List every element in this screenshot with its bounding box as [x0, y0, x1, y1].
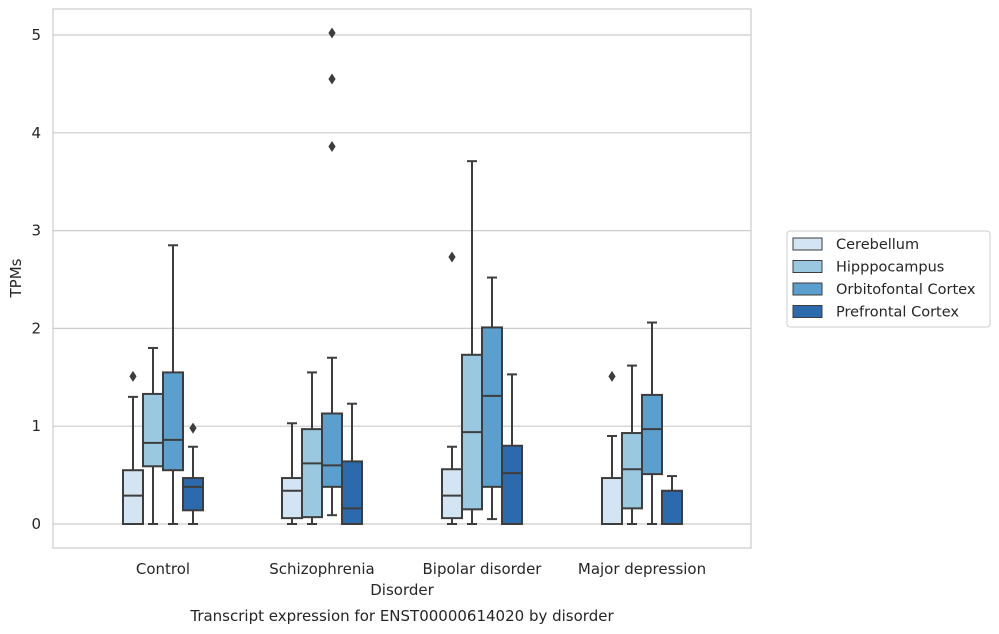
iqr-box — [601, 477, 623, 525]
iqr-box — [301, 428, 323, 519]
box-cerebellum — [281, 422, 303, 525]
y-tick-label: 2 — [31, 319, 41, 337]
legend-item: Cerebellum — [792, 237, 919, 253]
legend-label: Hipppocampus — [836, 260, 944, 276]
iqr-box — [621, 432, 643, 510]
legend-swatch — [792, 282, 823, 296]
outlier-point — [189, 422, 197, 434]
x-tick-label: Control — [136, 560, 190, 578]
box-orbitofontal-cortex — [641, 321, 663, 525]
outlier-point — [328, 73, 336, 85]
iqr-box — [122, 469, 144, 525]
outlier-point — [608, 370, 616, 382]
y-tick-label: 3 — [31, 222, 41, 240]
legend-label: Orbitofontal Cortex — [836, 282, 976, 298]
iqr-box — [321, 412, 343, 488]
outlier-point — [448, 251, 456, 263]
outlier-point — [328, 140, 336, 152]
box-prefrontal-cortex — [182, 422, 204, 525]
x-axis-label: Disorder — [370, 581, 434, 599]
box-orbitofontal-cortex — [321, 27, 343, 517]
y-tick-labels: 0 1 2 3 4 5 — [31, 26, 41, 533]
iqr-box — [441, 468, 463, 520]
box-cerebellum — [441, 251, 463, 525]
box-prefrontal-cortex — [661, 475, 683, 525]
iqr-box — [501, 444, 523, 526]
box-orbitofontal-cortex — [162, 244, 184, 525]
legend-item: Prefrontal Cortex — [792, 305, 959, 321]
y-tick-label: 1 — [31, 417, 41, 435]
x-tick-label: Major depression — [578, 560, 706, 578]
y-tick-label: 4 — [31, 124, 41, 142]
iqr-box — [281, 477, 303, 520]
box-hipppocampus — [142, 346, 164, 525]
legend-frame — [786, 230, 991, 328]
plot-frame — [52, 8, 752, 549]
box-prefrontal-cortex — [341, 402, 363, 525]
legend-swatch — [792, 237, 823, 251]
x-tick-label: Bipolar disorder — [423, 560, 543, 578]
legend-label: Cerebellum — [836, 237, 919, 253]
legend-label: Prefrontal Cortex — [836, 305, 959, 321]
legend: Cerebellum Hipppocampus Orbitofontal Corte… — [786, 230, 991, 328]
y-axis-label: TPMs — [7, 258, 25, 298]
box-groups — [122, 27, 683, 526]
legend-swatch — [792, 305, 823, 318]
iqr-box — [182, 477, 204, 512]
iqr-box — [142, 392, 164, 468]
outlier-point — [129, 370, 137, 382]
box-orbitofontal-cortex — [481, 276, 503, 521]
iqr-box — [481, 326, 503, 488]
y-tick-label: 5 — [31, 26, 41, 44]
iqr-box — [661, 489, 683, 525]
x-tick-labels: Control Schizophrenia Bipolar disorder Majo… — [136, 560, 706, 578]
y-tick-label: 0 — [31, 515, 41, 533]
iqr-box — [641, 393, 663, 476]
x-tick-label: Schizophrenia — [269, 560, 374, 578]
box-cerebellum — [122, 370, 144, 525]
outlier-point — [328, 27, 336, 39]
iqr-box — [341, 460, 363, 525]
chart-caption: Transcript expression for ENST0000061402… — [189, 607, 614, 625]
box-cerebellum — [601, 370, 623, 525]
iqr-box — [162, 371, 184, 472]
legend-item: Hipppocampus — [792, 260, 944, 276]
box-prefrontal-cortex — [501, 373, 523, 526]
legend-swatch — [792, 260, 823, 273]
legend-item: Orbitofontal Cortex — [792, 282, 976, 298]
box-hipppocampus — [621, 364, 643, 525]
